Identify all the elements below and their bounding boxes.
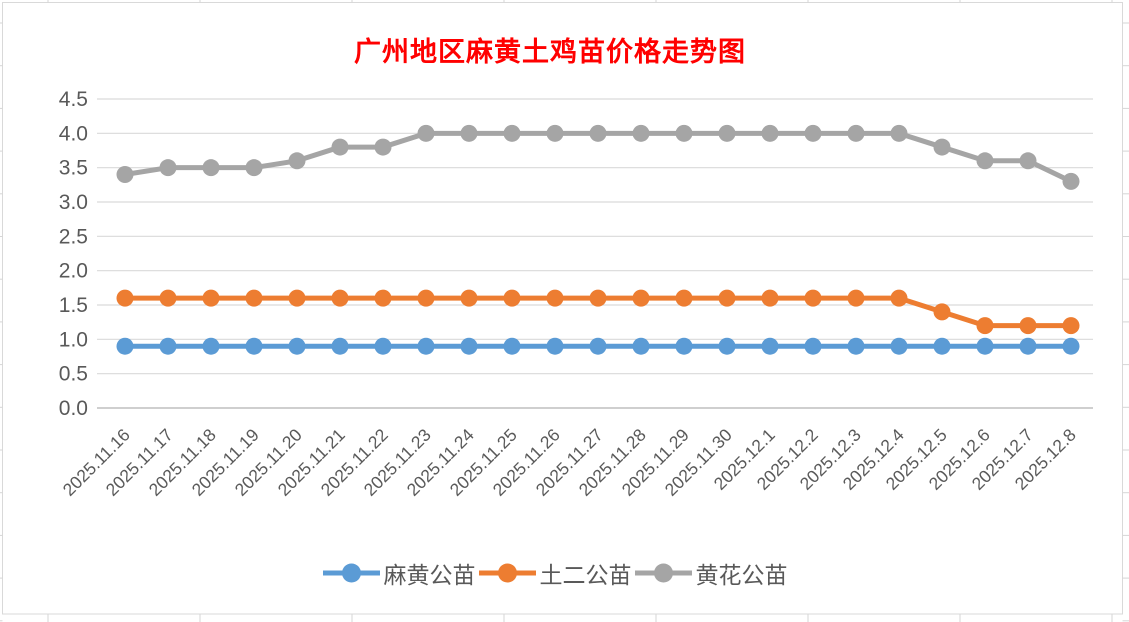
series-point xyxy=(116,166,134,184)
y-tick-label: 0.0 xyxy=(59,397,88,420)
series-黄花公苗 xyxy=(116,124,1080,190)
series-point xyxy=(331,337,349,355)
series-麻黄公苗 xyxy=(116,337,1080,355)
legend-item: 麻黄公苗 xyxy=(322,556,476,590)
y-tick-label: 2.5 xyxy=(59,225,88,248)
series-point xyxy=(847,337,865,355)
series-point xyxy=(976,317,994,335)
series-point xyxy=(675,337,693,355)
series-point xyxy=(718,124,736,142)
series-point xyxy=(460,124,478,142)
series-point xyxy=(1062,317,1080,335)
series-point xyxy=(675,124,693,142)
series-point xyxy=(546,289,564,307)
legend-marker-icon xyxy=(478,563,536,583)
series-point xyxy=(288,289,306,307)
legend-item: 土二公苗 xyxy=(478,556,632,590)
chart-legend: 麻黄公苗 土二公苗 黄花公苗 xyxy=(0,556,1110,590)
legend-label: 土二公苗 xyxy=(539,563,632,589)
series-point xyxy=(417,289,435,307)
series-point xyxy=(933,138,951,156)
series-point xyxy=(503,124,521,142)
y-tick-label: 1.5 xyxy=(59,294,88,317)
series-point xyxy=(417,124,435,142)
chart-title: 广州地区麻黄土鸡苗价格走势图 xyxy=(354,37,746,68)
legend-label: 麻黄公苗 xyxy=(383,563,476,589)
series-point xyxy=(288,337,306,355)
series-point xyxy=(159,337,177,355)
series-point xyxy=(589,289,607,307)
series-point xyxy=(503,337,521,355)
series-point xyxy=(1019,337,1037,355)
series-point xyxy=(761,337,779,355)
series-point xyxy=(632,337,650,355)
series-point xyxy=(460,289,478,307)
series-point xyxy=(933,337,951,355)
y-tick-label: 1.0 xyxy=(59,328,88,351)
series-point xyxy=(202,159,220,177)
series-point xyxy=(589,337,607,355)
series-point xyxy=(976,337,994,355)
y-tick-label: 3.0 xyxy=(59,191,88,214)
series-point xyxy=(761,124,779,142)
series-point xyxy=(890,337,908,355)
series-point xyxy=(331,138,349,156)
series-point xyxy=(116,337,134,355)
series-point xyxy=(159,159,177,177)
legend-item: 黄花公苗 xyxy=(634,556,788,590)
series-point xyxy=(202,289,220,307)
series-point xyxy=(890,289,908,307)
series-point xyxy=(976,152,994,170)
series-point xyxy=(374,337,392,355)
series-point xyxy=(245,289,263,307)
series-point xyxy=(804,289,822,307)
y-tick-label: 3.5 xyxy=(59,157,88,180)
series-point xyxy=(632,289,650,307)
series-point xyxy=(632,124,650,142)
series-point xyxy=(890,124,908,142)
series-point xyxy=(718,337,736,355)
series-point xyxy=(374,289,392,307)
legend-marker-icon xyxy=(634,563,692,583)
series-point xyxy=(546,337,564,355)
series-point xyxy=(245,159,263,177)
series-point xyxy=(804,124,822,142)
series-point xyxy=(460,337,478,355)
series-point xyxy=(1062,337,1080,355)
y-tick-label: 2.0 xyxy=(59,260,88,283)
series-point xyxy=(804,337,822,355)
series-point xyxy=(718,289,736,307)
x-axis-tick-labels: 2025.11.162025.11.172025.11.182025.11.19… xyxy=(59,425,1080,500)
series-point xyxy=(847,289,865,307)
series-point xyxy=(847,124,865,142)
series-point xyxy=(675,289,693,307)
series-point xyxy=(288,152,306,170)
series-point xyxy=(116,289,134,307)
series-point xyxy=(374,138,392,156)
series-point xyxy=(933,303,951,321)
series-point xyxy=(1062,172,1080,190)
series-point xyxy=(417,337,435,355)
y-axis-tick-labels: 0.0 0.5 1.0 1.5 2.0 2.5 3.0 3.5 4.0 4.5 xyxy=(59,88,88,420)
series-point xyxy=(503,289,521,307)
series-point xyxy=(202,337,220,355)
series-point xyxy=(159,289,177,307)
series-土二公苗 xyxy=(116,289,1080,335)
series-point xyxy=(761,289,779,307)
series-point xyxy=(546,124,564,142)
y-tick-label: 0.5 xyxy=(59,363,88,386)
legend-label: 黄花公苗 xyxy=(695,563,788,589)
series-point xyxy=(245,337,263,355)
y-tick-label: 4.5 xyxy=(59,88,88,111)
legend-marker-icon xyxy=(322,563,380,583)
series-point xyxy=(1019,317,1037,335)
y-tick-label: 4.0 xyxy=(59,122,88,145)
series-point xyxy=(331,289,349,307)
series-point xyxy=(589,124,607,142)
series-point xyxy=(1019,152,1037,170)
